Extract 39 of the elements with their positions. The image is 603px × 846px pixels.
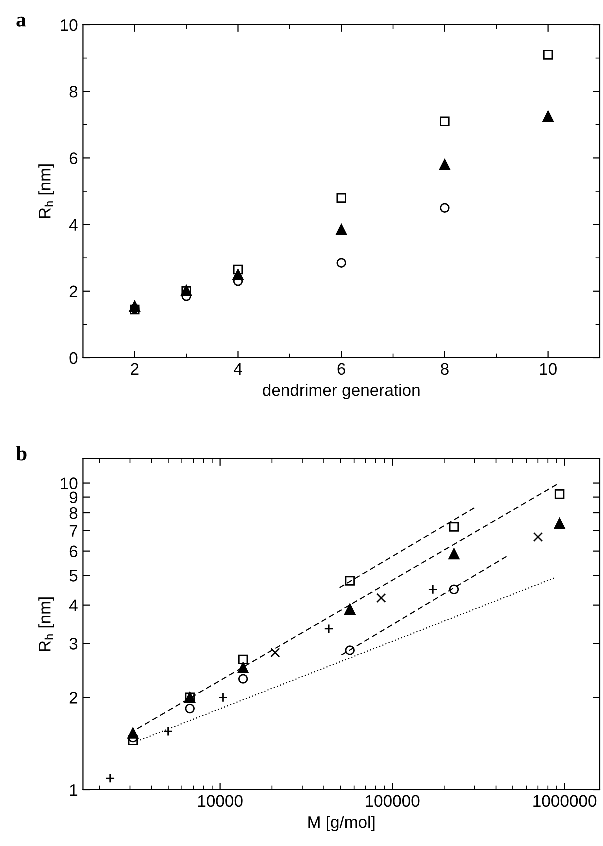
y-axis-title: R$_{h}$ [nm] [38,164,54,218]
y-tick-label: 6 [70,546,78,558]
point [440,203,450,214]
point [336,258,346,268]
point [542,111,554,122]
y-tick-label: 10 [61,19,78,32]
point [336,193,346,204]
y-tick-label: 4 [69,219,78,231]
x-tick-label: 2 [131,363,139,375]
y-tick-label: 4 [69,600,78,612]
point [439,159,451,170]
x-tick-label: 100000 [366,795,420,808]
y-tick-label: 9 [70,492,78,504]
x-tick-label: 8 [441,363,449,376]
x-axis-title: M [g/mol] [308,816,375,832]
y-tick-label: 1 [70,784,78,796]
y-tick-label: 6 [70,152,78,164]
x-tick-label: 10 [540,363,557,376]
y-tick-label: 10 [61,478,78,490]
point [233,264,244,275]
point [543,50,554,60]
x-tick-label: 6 [338,363,346,376]
chart-title: a [16,16,26,27]
y-tick-label: 8 [70,86,78,98]
y-tick-label: 7 [70,525,78,537]
point [336,224,348,236]
y-tick-label: 8 [70,507,78,520]
y-tick-label: 3 [70,638,78,650]
y-tick-label: 2 [70,692,78,704]
point [440,116,450,126]
y-tick-label: 5 [70,570,78,582]
y-axis-title: R$_{h}$ [nm] [38,598,54,652]
x-tick-label: 1000000 [534,795,597,808]
y-tick-label: 2 [70,286,78,298]
x-tick-label: 4 [234,363,242,375]
x-axis-title: dendrimer generation [263,384,420,400]
x-tick-label: 10000 [198,795,243,808]
y-tick-label: 0 [70,352,78,364]
chart-title: b [16,446,27,461]
